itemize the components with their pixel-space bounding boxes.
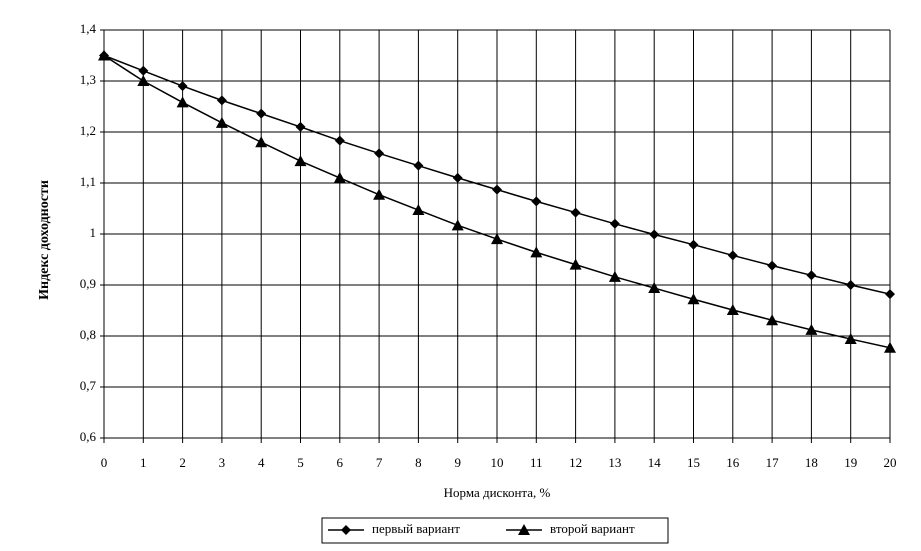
data-point (845, 280, 856, 290)
data-point (885, 289, 895, 300)
data-point (805, 323, 818, 335)
x-tick-label: 1 (140, 455, 147, 470)
x-tick-label: 9 (454, 455, 461, 470)
data-point (295, 121, 306, 132)
x-tick-label: 12 (569, 455, 582, 470)
y-tick-label: 0,8 (80, 327, 96, 342)
y-axis-title: Индекс доходности (37, 180, 52, 300)
data-point (412, 204, 425, 216)
y-tick-label: 0,9 (80, 276, 96, 291)
x-tick-label: 0 (101, 455, 108, 470)
x-tick-label: 20 (884, 455, 897, 470)
y-tick-label: 0,6 (80, 429, 97, 444)
data-point (294, 155, 307, 167)
data-point (530, 246, 543, 258)
x-tick-label: 16 (726, 455, 740, 470)
data-point (373, 188, 386, 200)
x-tick-label: 18 (805, 455, 818, 470)
data-point (333, 171, 346, 183)
data-point (569, 258, 582, 270)
data-point (374, 148, 385, 159)
data-point (138, 65, 149, 76)
data-point (492, 184, 502, 195)
x-tick-label: 10 (491, 455, 504, 470)
y-tick-label: 1,4 (80, 21, 97, 36)
y-tick-label: 0,7 (80, 378, 97, 393)
data-point (413, 160, 424, 171)
data-point (844, 333, 857, 345)
data-point (255, 136, 268, 148)
data-point (648, 282, 661, 294)
data-point (884, 341, 896, 353)
x-tick-label: 17 (766, 455, 780, 470)
legend-label: первый вариант (372, 521, 460, 536)
legend-marker (518, 524, 530, 535)
data-point (216, 95, 227, 106)
data-point (727, 250, 738, 261)
data-point (256, 108, 267, 119)
x-tick-label: 8 (415, 455, 422, 470)
data-point (649, 229, 660, 240)
x-tick-label: 15 (687, 455, 700, 470)
data-point (531, 196, 542, 207)
legend-box (321, 517, 669, 544)
y-tick-label: 1 (90, 225, 97, 240)
x-tick-label: 4 (258, 455, 265, 470)
legend-label: второй вариант (550, 521, 635, 536)
x-tick-label: 6 (337, 455, 344, 470)
x-tick-label: 2 (179, 455, 186, 470)
data-point (726, 303, 739, 315)
data-point (806, 270, 817, 281)
x-tick-label: 5 (297, 455, 304, 470)
x-tick-label: 11 (530, 455, 543, 470)
data-point (451, 219, 464, 231)
data-point (176, 96, 189, 108)
data-point (137, 75, 150, 86)
x-tick-label: 3 (219, 455, 226, 470)
x-tick-label: 7 (376, 455, 383, 470)
y-tick-label: 1,1 (80, 174, 96, 189)
data-point (491, 233, 503, 245)
data-point (570, 207, 581, 218)
data-point (766, 314, 779, 326)
x-tick-label: 19 (844, 455, 857, 470)
y-tick-label: 1,2 (80, 123, 96, 138)
data-point (452, 172, 463, 183)
data-point (98, 49, 110, 61)
data-point (334, 135, 345, 146)
x-tick-label: 14 (648, 455, 662, 470)
x-axis-title: Норма дисконта, % (444, 485, 551, 500)
data-point (177, 81, 188, 92)
data-point (215, 116, 228, 128)
data-point (687, 293, 700, 305)
data-point (688, 239, 699, 250)
data-point (609, 218, 620, 229)
legend-marker (341, 525, 351, 535)
data-point (767, 260, 778, 271)
data-point (608, 270, 621, 282)
y-tick-label: 1,3 (80, 72, 96, 87)
x-tick-label: 13 (608, 455, 621, 470)
